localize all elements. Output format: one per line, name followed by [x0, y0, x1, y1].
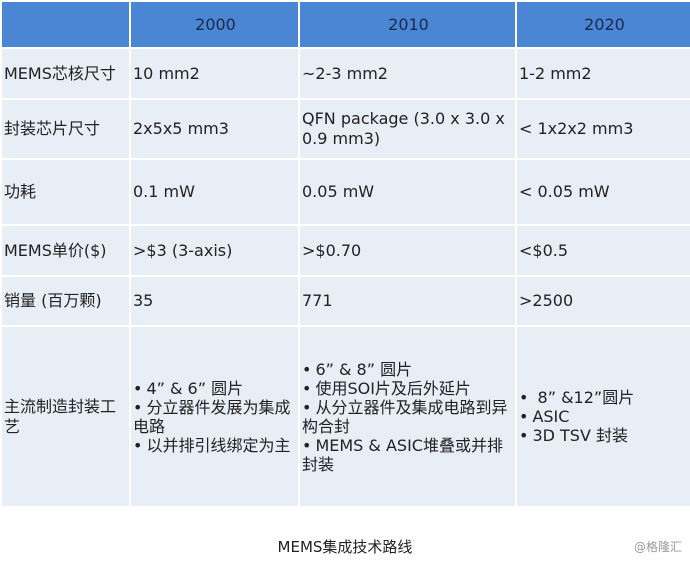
row-label: 主流制造封装工艺 [0, 325, 131, 508]
table-cell: >2500 [515, 275, 690, 327]
list-item: 从分立器件及集成电路到异构合封 [302, 398, 515, 436]
table-cell: ~2-3 mm2 [298, 47, 517, 100]
table-row-process: 主流制造封装工艺 4” & 6” 圆片 分立器件发展为集成电路 以并排引线绑定为… [0, 325, 690, 508]
list-item: 6” & 8” 圆片 [302, 360, 515, 379]
list-item: MEMS & ASIC堆叠或并排封装 [302, 436, 515, 474]
table-cell: 10 mm2 [129, 47, 300, 100]
header-corner [0, 0, 131, 49]
row-label: 功耗 [0, 158, 131, 226]
mems-roadmap-table: 2000 2010 2020 MEMS芯核尺寸 10 mm2 ~2-3 mm2 … [0, 0, 690, 508]
list-item: 3D TSV 封装 [519, 426, 690, 445]
row-label: 封装芯片尺寸 [0, 98, 131, 160]
table-cell: 2x5x5 mm3 [129, 98, 300, 160]
list-item: 使用SOI片及后外延片 [302, 379, 515, 398]
table-cell: < 0.05 mW [515, 158, 690, 226]
header-2020: 2020 [515, 0, 690, 49]
header-2000: 2000 [129, 0, 300, 49]
table-cell: 35 [129, 275, 300, 327]
table-row: MEMS单价($) >$3 (3-axis) >$0.70 <$0.5 [0, 224, 690, 277]
watermark: @格隆汇 [633, 540, 682, 554]
table-cell: 0.1 mW [129, 158, 300, 226]
list-item: 分立器件发展为集成电路 [133, 398, 298, 436]
table-cell: 6” & 8” 圆片 使用SOI片及后外延片 从分立器件及集成电路到异构合封 M… [298, 325, 517, 508]
figure-caption: MEMS集成技术路线 [277, 538, 413, 556]
list-item: 8” &12”圆片 [519, 388, 690, 407]
table-row: MEMS芯核尺寸 10 mm2 ~2-3 mm2 1-2 mm2 [0, 47, 690, 100]
header-row: 2000 2010 2020 [0, 0, 690, 49]
table-row: 销量 (百万颗) 35 771 >2500 [0, 275, 690, 327]
table-cell: 1-2 mm2 [515, 47, 690, 100]
row-label: 销量 (百万颗) [0, 275, 131, 327]
table-row: 封装芯片尺寸 2x5x5 mm3 QFN package (3.0 x 3.0 … [0, 98, 690, 160]
table-cell: 8” &12”圆片 ASIC 3D TSV 封装 [515, 325, 690, 508]
list-item: ASIC [519, 407, 690, 426]
table-cell: >$0.70 [298, 224, 517, 277]
header-2010: 2010 [298, 0, 517, 49]
list-item: 以并排引线绑定为主 [133, 436, 298, 455]
bullet-list-2010: 6” & 8” 圆片 使用SOI片及后外延片 从分立器件及集成电路到异构合封 M… [302, 360, 515, 474]
table-cell: >$3 (3-axis) [129, 224, 300, 277]
row-label: MEMS芯核尺寸 [0, 47, 131, 100]
list-item: 4” & 6” 圆片 [133, 379, 298, 398]
table-cell: QFN package (3.0 x 3.0 x 0.9 mm3) [298, 98, 517, 160]
bullet-list-2020: 8” &12”圆片 ASIC 3D TSV 封装 [519, 388, 690, 445]
table-cell: < 1x2x2 mm3 [515, 98, 690, 160]
row-label: MEMS单价($) [0, 224, 131, 277]
table-cell: <$0.5 [515, 224, 690, 277]
table-cell: 771 [298, 275, 517, 327]
table-cell: 4” & 6” 圆片 分立器件发展为集成电路 以并排引线绑定为主 [129, 325, 300, 508]
table-cell: 0.05 mW [298, 158, 517, 226]
bullet-list-2000: 4” & 6” 圆片 分立器件发展为集成电路 以并排引线绑定为主 [133, 379, 298, 455]
table-row: 功耗 0.1 mW 0.05 mW < 0.05 mW [0, 158, 690, 226]
